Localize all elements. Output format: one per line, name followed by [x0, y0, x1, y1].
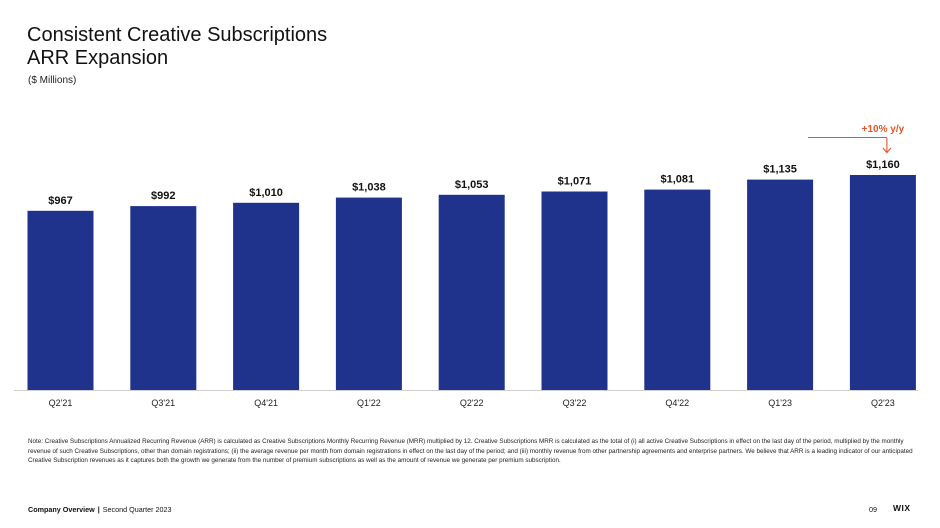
data-label: $992 [151, 190, 175, 202]
page-number: 09 [869, 505, 877, 514]
bar [644, 189, 711, 390]
slide-subtitle: ($ Millions) [28, 75, 77, 86]
x-tick-label: Q4'22 [665, 398, 689, 408]
footer-separator: | [97, 505, 100, 514]
bar [233, 202, 300, 390]
footer-section: Company Overview [28, 505, 95, 514]
x-tick-label: Q1'22 [357, 398, 381, 408]
slide-title-line-2: ARR Expansion [27, 47, 169, 69]
slide-title: Consistent Creative Subscriptions ARR Ex… [27, 24, 327, 70]
x-tick-label: Q2'21 [49, 398, 73, 408]
bar [438, 194, 505, 390]
yoy-growth-annotation: +10% y/y [862, 124, 905, 135]
down-arrow-icon [882, 138, 892, 154]
data-label: $1,071 [558, 176, 592, 188]
footer: Company Overview | Second Quarter 2023 [28, 505, 171, 514]
data-label: $1,160 [866, 159, 900, 171]
arr-bar-chart: $967 Q2'21 $992 Q3'21 $1,010 Q4'21 $1,038 Q1'22… [14, 124, 918, 408]
x-tick-label: Q3'21 [151, 398, 175, 408]
x-tick-label: Q2'23 [871, 398, 895, 408]
data-label: $1,010 [249, 187, 283, 199]
x-tick-label: Q1'23 [768, 398, 792, 408]
slide-title-line-1: Consistent Creative Subscriptions [27, 24, 328, 46]
bar [335, 197, 402, 390]
footer-period: Second Quarter 2023 [102, 505, 172, 514]
bar [849, 175, 916, 390]
data-label: $1,135 [763, 164, 797, 176]
x-tick-label: Q3'22 [563, 398, 587, 408]
data-label: $1,053 [455, 179, 489, 191]
data-label: $967 [48, 195, 72, 207]
bar [747, 179, 814, 390]
x-tick-label: Q2'22 [460, 398, 484, 408]
bar [27, 210, 94, 390]
data-label: $1,081 [660, 174, 694, 186]
bar [130, 206, 197, 390]
footnote: Note: Creative Subscriptions Annualized … [28, 438, 913, 465]
bar [541, 191, 608, 390]
data-label: $1,038 [352, 182, 386, 194]
brand-logo: WIX [893, 503, 911, 513]
x-tick-label: Q4'21 [254, 398, 278, 408]
